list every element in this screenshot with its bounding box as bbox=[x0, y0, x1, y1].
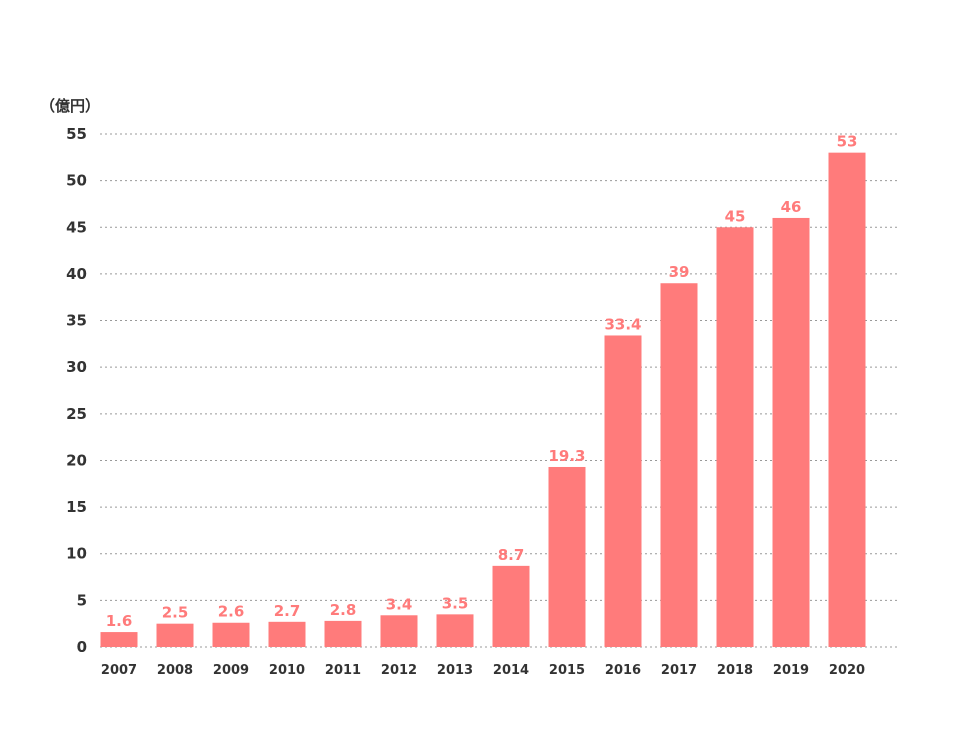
bar bbox=[436, 614, 474, 647]
bars bbox=[100, 152, 866, 648]
data-label: 53 bbox=[837, 133, 858, 151]
bar bbox=[660, 283, 698, 647]
data-label: 2.8 bbox=[330, 601, 357, 619]
x-tick-label: 2010 bbox=[269, 663, 305, 678]
data-label: 2.5 bbox=[162, 604, 189, 622]
x-tick-label: 2007 bbox=[101, 663, 137, 678]
y-tick-label: 30 bbox=[66, 358, 87, 376]
data-label: 1.6 bbox=[106, 612, 133, 630]
y-tick-label: 40 bbox=[66, 265, 87, 283]
data-label: 19.3 bbox=[548, 447, 585, 465]
x-tick-label: 2020 bbox=[829, 663, 865, 678]
x-tick-label: 2012 bbox=[381, 663, 417, 678]
x-tick-label: 2017 bbox=[661, 663, 697, 678]
gridlines bbox=[100, 133, 898, 648]
y-tick-label: 55 bbox=[66, 125, 87, 143]
y-tick-label: 10 bbox=[66, 545, 87, 563]
y-tick-label: 25 bbox=[66, 405, 87, 423]
bar bbox=[604, 335, 642, 647]
data-label: 33.4 bbox=[604, 315, 641, 333]
data-label: 46 bbox=[781, 198, 802, 216]
data-label: 2.6 bbox=[218, 603, 245, 621]
y-tick-label: 5 bbox=[77, 591, 87, 609]
x-tick-label: 2016 bbox=[605, 663, 641, 678]
y-tick-label: 35 bbox=[66, 312, 87, 330]
y-axis-ticks: 0 5 10 15 20 25 30 35 40 45 50 55 bbox=[66, 125, 87, 656]
x-tick-label: 2009 bbox=[213, 663, 249, 678]
bar bbox=[212, 622, 250, 647]
data-label: 39 bbox=[669, 263, 690, 281]
x-tick-label: 2013 bbox=[437, 663, 473, 678]
x-tick-label: 2011 bbox=[325, 663, 361, 678]
bar bbox=[380, 615, 418, 647]
x-tick-label: 2008 bbox=[157, 663, 193, 678]
bar bbox=[548, 466, 586, 647]
y-tick-label: 15 bbox=[66, 498, 87, 516]
x-tick-label: 2019 bbox=[773, 663, 809, 678]
y-tick-label: 0 bbox=[77, 638, 87, 656]
bar bbox=[324, 620, 362, 647]
bar bbox=[772, 217, 810, 648]
x-tick-label: 2014 bbox=[493, 663, 529, 678]
bar bbox=[268, 621, 306, 647]
data-labels: 1.6 2.5 2.6 2.7 2.8 3.4 3.5 8.7 19.3 33.4 39 45 46 53 bbox=[106, 133, 858, 630]
x-axis-ticks: 2007 2008 2009 2010 2011 2012 2013 2014 2015 2016… bbox=[101, 663, 865, 678]
data-label: 3.5 bbox=[442, 594, 469, 612]
bar bbox=[100, 632, 138, 647]
bar bbox=[492, 565, 530, 647]
data-label: 3.4 bbox=[386, 595, 413, 613]
data-label: 2.7 bbox=[274, 602, 301, 620]
y-tick-label: 20 bbox=[66, 451, 87, 469]
data-label: 45 bbox=[725, 207, 746, 225]
bar bbox=[828, 152, 866, 647]
bar bbox=[716, 227, 754, 648]
data-label: 8.7 bbox=[498, 546, 525, 564]
y-axis-unit-label: （億円） bbox=[40, 97, 100, 115]
bar bbox=[156, 623, 194, 647]
y-tick-label: 50 bbox=[66, 172, 87, 190]
y-tick-label: 45 bbox=[66, 218, 87, 236]
x-tick-label: 2015 bbox=[549, 663, 585, 678]
x-tick-label: 2018 bbox=[717, 663, 753, 678]
